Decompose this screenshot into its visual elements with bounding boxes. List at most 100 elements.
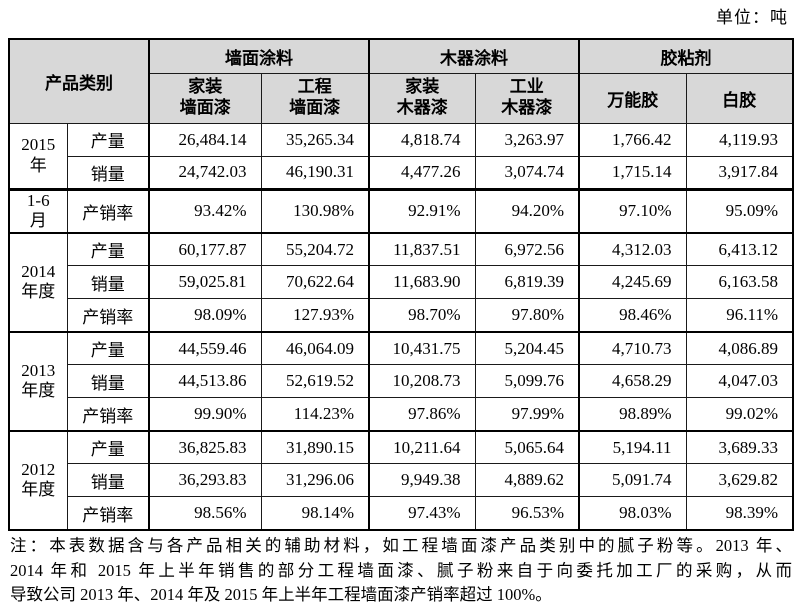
table-row: 产销率 98.09% 127.93% 98.70% 97.80% 98.46% … [9, 298, 794, 333]
value-cell: 55,204.72 [260, 231, 370, 267]
header-row-columns: 家装 墙面漆 工程 墙面漆 家装 木器漆 工业 木器漆 万能胶 白胶 [9, 72, 794, 124]
value-cell: 127.93% [260, 298, 370, 333]
table-row: 产销率 98.56% 98.14% 97.43% 96.53% 98.03% 9… [9, 496, 794, 531]
metric-label: 产销率 [66, 298, 150, 333]
table-row: 2013 年度 产量 44,559.46 46,064.09 10,431.75… [8, 330, 794, 432]
period-cell-2012: 2012 年度 [8, 429, 68, 531]
value-cell: 44,513.86 [148, 364, 262, 399]
value-cell: 36,825.83 [148, 429, 262, 465]
footnote-line: 导致公司 2013 年、2014 年及 2015 年上半年工程墙面漆产销率超过 … [10, 585, 552, 604]
value-cell: 3,689.33 [685, 429, 794, 465]
value-cell: 130.98% [260, 187, 370, 234]
value-cell: 35,265.34 [260, 122, 370, 157]
table-row: 产销率 99.90% 114.23% 97.86% 97.99% 98.89% … [9, 397, 794, 432]
footnote: 注：本表数据含与各产品相关的辅助材料，如工程墙面漆产品类别中的腻子粉等。2013… [10, 534, 792, 608]
value-cell: 98.89% [578, 397, 687, 432]
value-cell: 3,917.84 [685, 155, 794, 190]
metric-label: 销量 [66, 155, 150, 190]
metric-label: 产量 [66, 330, 150, 366]
group-header-wall-coatings: 墙面涂料 [148, 38, 370, 74]
col-header-industrial-wood-paint: 工业 木器漆 [474, 72, 580, 124]
value-cell: 11,837.51 [368, 231, 476, 267]
table-row: 2014 年度 产量 60,177.87 55,204.72 11,837.51… [8, 231, 794, 333]
metric-label: 产销率 [66, 397, 150, 432]
value-cell: 92.91% [368, 187, 476, 234]
col-header-home-wall-paint: 家装 墙面漆 [148, 72, 262, 124]
metric-label: 产量 [66, 429, 150, 465]
value-cell: 98.39% [685, 496, 794, 531]
metric-label: 产量 [66, 122, 150, 157]
value-cell: 97.86% [368, 397, 476, 432]
period-cell-jan-jun: 1-6 月 [8, 187, 68, 234]
value-cell: 1,766.42 [578, 122, 687, 157]
metric-label: 产销率 [66, 187, 150, 234]
value-cell: 114.23% [260, 397, 370, 432]
value-cell: 4,658.29 [578, 364, 687, 399]
value-cell: 9,949.38 [368, 463, 476, 498]
value-cell: 97.43% [368, 496, 476, 531]
value-cell: 4,818.74 [368, 122, 476, 157]
value-cell: 96.11% [685, 298, 794, 333]
value-cell: 31,296.06 [260, 463, 370, 498]
value-cell: 46,064.09 [260, 330, 370, 366]
value-cell: 4,245.69 [578, 265, 687, 300]
value-cell: 95.09% [685, 187, 794, 234]
table-row: 2012 年度 产量 36,825.83 31,890.15 10,211.64… [8, 429, 794, 531]
value-cell: 70,622.64 [260, 265, 370, 300]
period-cell-2014: 2014 年度 [8, 231, 68, 333]
col-header-white-glue: 白胶 [685, 72, 794, 124]
value-cell: 44,559.46 [148, 330, 262, 366]
header-row-groups: 产品类别 墙面涂料 木器涂料 胶粘剂 [8, 38, 794, 124]
value-cell: 97.80% [474, 298, 580, 333]
value-cell: 5,065.64 [474, 429, 580, 465]
value-cell: 31,890.15 [260, 429, 370, 465]
corner-header-product-category: 产品类别 [8, 38, 150, 124]
value-cell: 4,889.62 [474, 463, 580, 498]
value-cell: 4,047.03 [685, 364, 794, 399]
metric-label: 产量 [66, 231, 150, 267]
table-row: 销量 36,293.83 31,296.06 9,949.38 4,889.62… [9, 463, 794, 498]
value-cell: 97.99% [474, 397, 580, 432]
col-header-engineering-wall-paint: 工程 墙面漆 [260, 72, 370, 124]
table-row: 销量 59,025.81 70,622.64 11,683.90 6,819.3… [9, 265, 794, 300]
metric-label: 销量 [66, 265, 150, 300]
value-cell: 52,619.52 [260, 364, 370, 399]
value-cell: 5,204.45 [474, 330, 580, 366]
value-cell: 4,477.26 [368, 155, 476, 190]
value-cell: 99.02% [685, 397, 794, 432]
col-header-all-purpose-adhesive: 万能胶 [578, 72, 687, 124]
value-cell: 98.14% [260, 496, 370, 531]
value-cell: 93.42% [148, 187, 262, 234]
production-sales-table: 产品类别 墙面涂料 木器涂料 胶粘剂 家装 墙面漆 工程 墙面漆 家装 木器漆 … [8, 38, 794, 531]
value-cell: 96.53% [474, 496, 580, 531]
value-cell: 4,086.89 [685, 330, 794, 366]
period-cell-2015: 2015 年 [8, 122, 68, 190]
metric-label: 销量 [66, 463, 150, 498]
value-cell: 5,194.11 [578, 429, 687, 465]
value-cell: 6,163.58 [685, 265, 794, 300]
value-cell: 3,629.82 [685, 463, 794, 498]
value-cell: 98.09% [148, 298, 262, 333]
metric-label: 销量 [66, 364, 150, 399]
value-cell: 3,074.74 [474, 155, 580, 190]
value-cell: 5,099.76 [474, 364, 580, 399]
table-row: 2015 年 产量 26,484.14 35,265.34 4,818.74 3… [8, 122, 794, 190]
table-row: 销量 44,513.86 52,619.52 10,208.73 5,099.7… [9, 364, 794, 399]
value-cell: 97.10% [578, 187, 687, 234]
value-cell: 36,293.83 [148, 463, 262, 498]
metric-label: 产销率 [66, 496, 150, 531]
value-cell: 10,208.73 [368, 364, 476, 399]
value-cell: 94.20% [474, 187, 580, 234]
value-cell: 6,819.39 [474, 265, 580, 300]
value-cell: 1,715.14 [578, 155, 687, 190]
value-cell: 98.70% [368, 298, 476, 333]
value-cell: 60,177.87 [148, 231, 262, 267]
value-cell: 98.56% [148, 496, 262, 531]
value-cell: 98.03% [578, 496, 687, 531]
value-cell: 4,119.93 [685, 122, 794, 157]
value-cell: 98.46% [578, 298, 687, 333]
footnote-line: 注：本表数据含与各产品相关的辅助材料，如工程墙面漆产品类别中的腻子粉等。2013… [10, 536, 792, 555]
value-cell: 6,413.12 [685, 231, 794, 267]
footnote-line: 2014 年和 2015 年上半年销售的部分工程墙面漆、腻子粉来自于向委托加工厂… [10, 560, 792, 580]
